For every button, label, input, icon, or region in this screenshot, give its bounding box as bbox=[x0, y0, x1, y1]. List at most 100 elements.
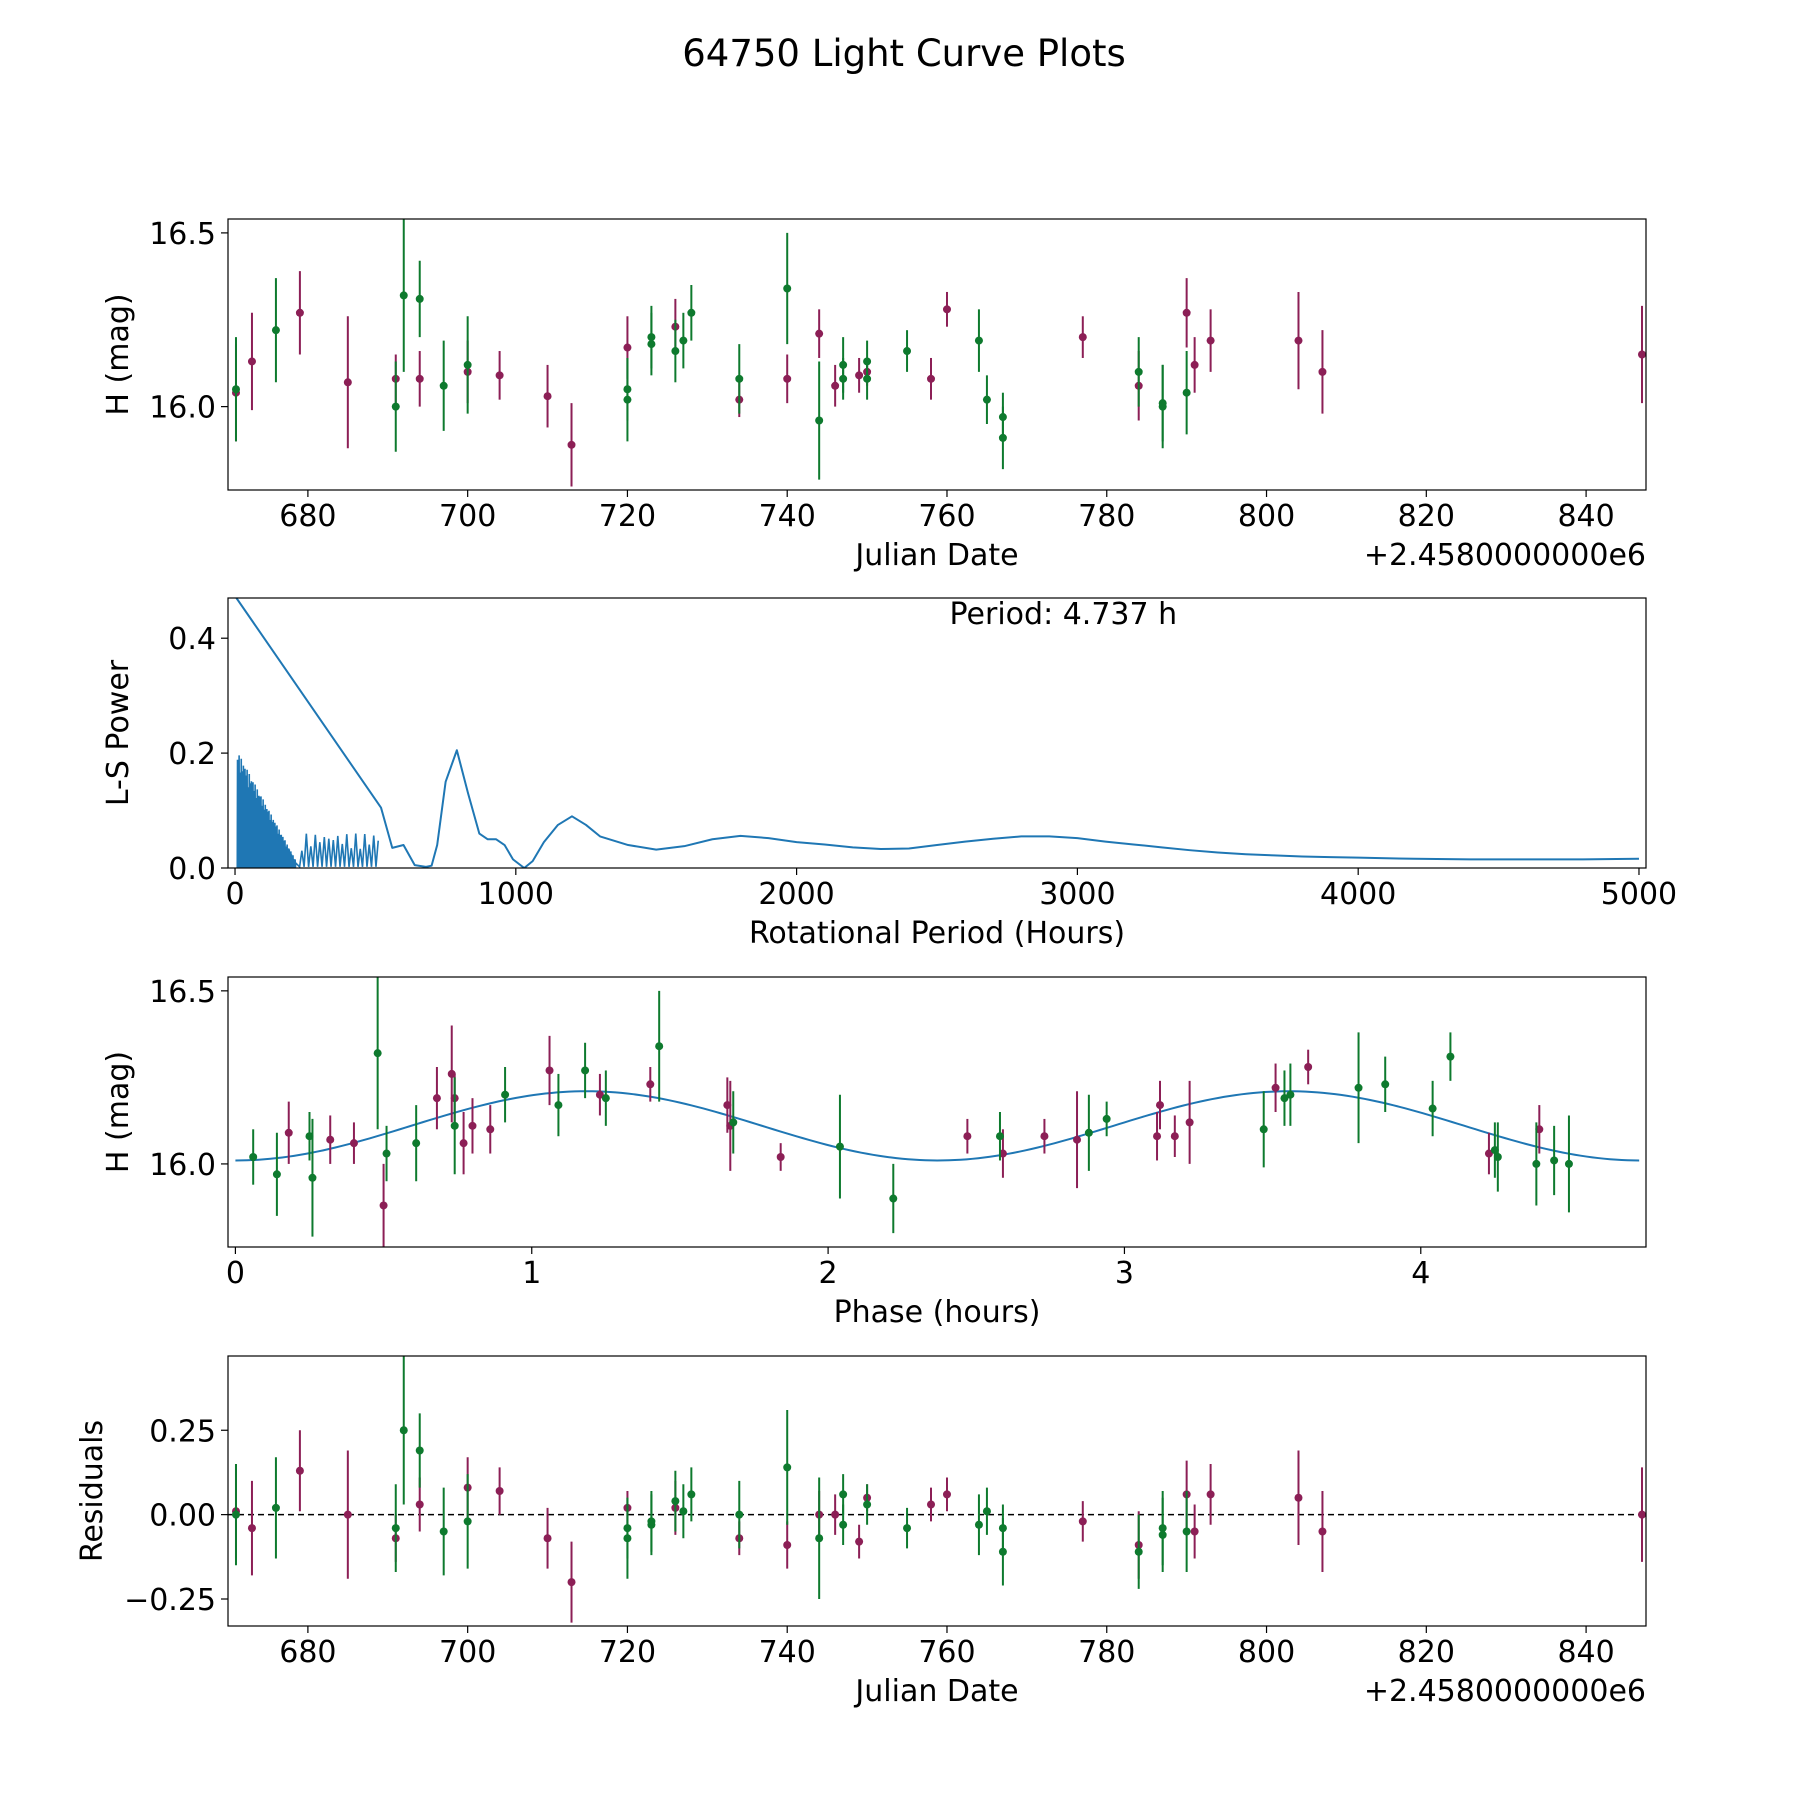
data-point-filter_a bbox=[1318, 1527, 1327, 1536]
x-tick-label: 820 bbox=[1398, 1635, 1455, 1670]
x-tick-label: 780 bbox=[1078, 499, 1135, 534]
data-point-filter_b bbox=[391, 402, 400, 411]
data-point-filter_a bbox=[623, 343, 632, 352]
data-point-filter_a bbox=[567, 1578, 576, 1587]
data-point-filter_b bbox=[463, 360, 472, 369]
y-tick-label: 16.5 bbox=[149, 975, 216, 1010]
data-point-filter_a bbox=[1484, 1149, 1493, 1158]
data-point-filter_a bbox=[927, 374, 936, 383]
data-point-filter_b bbox=[382, 1149, 391, 1158]
residuals-panel: 680 700 720 740 760 780 800 820 840 −0.25 0.00 0.25… bbox=[75, 1355, 1647, 1709]
x-tick-label: 0 bbox=[226, 1256, 245, 1291]
x-tick-label: 2 bbox=[819, 1256, 838, 1291]
data-point-filter_a bbox=[1190, 1527, 1199, 1536]
data-point-filter_a bbox=[646, 1080, 655, 1089]
data-point-filter_a bbox=[831, 381, 840, 390]
data-point-filter_b bbox=[581, 1066, 590, 1075]
x-tick-label: 5000 bbox=[1601, 877, 1677, 912]
data-point-filter_a bbox=[543, 392, 552, 401]
x-tick-label: 760 bbox=[918, 499, 975, 534]
x-axis-offset-label: +2.4580000000e6 bbox=[1364, 1674, 1646, 1709]
x-tick-label: 680 bbox=[279, 499, 336, 534]
data-point-filter_a bbox=[942, 1490, 951, 1499]
axes-frame bbox=[227, 597, 1647, 869]
data-point-filter_b bbox=[982, 1507, 991, 1516]
plot-area bbox=[231, 219, 1646, 487]
data-point-filter_a bbox=[349, 1139, 358, 1148]
x-tick-label: 800 bbox=[1238, 499, 1295, 534]
data-point-filter_b bbox=[554, 1101, 563, 1110]
data-point-filter_b bbox=[974, 336, 983, 345]
data-point-filter_a bbox=[1206, 1490, 1215, 1499]
x-tick-label: 2000 bbox=[758, 877, 834, 912]
data-point-filter_b bbox=[1280, 1094, 1289, 1103]
data-point-filter_b bbox=[1286, 1090, 1295, 1099]
data-point-filter_b bbox=[1102, 1114, 1111, 1123]
plot-area bbox=[235, 598, 1639, 868]
data-point-filter_b bbox=[671, 347, 680, 356]
data-point-filter_b bbox=[998, 1547, 1007, 1556]
data-point-filter_a bbox=[1185, 1118, 1194, 1127]
y-tick-label: 0.0 bbox=[168, 852, 216, 887]
data-point-filter_a bbox=[543, 1534, 552, 1543]
x-axis-label: Phase (hours) bbox=[834, 1295, 1041, 1330]
data-point-filter_a bbox=[247, 1524, 256, 1533]
data-point-filter_a bbox=[1318, 367, 1327, 376]
data-point-filter_b bbox=[1493, 1153, 1502, 1161]
data-point-filter_a bbox=[1638, 1510, 1646, 1519]
data-point-filter_a bbox=[495, 371, 504, 380]
axes-frame bbox=[227, 1355, 1647, 1627]
data-point-filter_a bbox=[343, 1510, 352, 1519]
y-axis-label: H (mag) bbox=[101, 1051, 136, 1173]
data-point-filter_a bbox=[545, 1066, 554, 1075]
lightcurve-panel: 680 700 720 740 760 780 800 820 840 16.0 16.5 Julia… bbox=[101, 217, 1647, 573]
x-tick-label: 720 bbox=[599, 499, 656, 534]
data-point-filter_b bbox=[655, 1042, 664, 1051]
data-point-filter_b bbox=[1532, 1159, 1541, 1168]
data-point-filter_a bbox=[1078, 1517, 1087, 1526]
data-point-filter_b bbox=[415, 294, 424, 303]
data-point-filter_b bbox=[463, 1517, 472, 1526]
x-tick-label: 4000 bbox=[1320, 877, 1396, 912]
data-point-filter_a bbox=[1153, 1132, 1162, 1141]
y-tick-label: 0.25 bbox=[149, 1414, 216, 1449]
x-tick-label: 760 bbox=[918, 1635, 975, 1670]
periodogram-panel: 0 1000 2000 3000 4000 5000 0.0 0.2 0.4 Rotational… bbox=[101, 597, 1677, 951]
x-tick-label: 840 bbox=[1557, 1635, 1614, 1670]
data-point-filter_a bbox=[432, 1094, 441, 1103]
x-tick-label: 700 bbox=[439, 1635, 496, 1670]
axes-frame bbox=[227, 976, 1647, 1248]
data-point-filter_a bbox=[1073, 1135, 1082, 1144]
data-point-filter_b bbox=[671, 1497, 680, 1506]
data-point-filter_b bbox=[863, 357, 872, 366]
data-point-filter_b bbox=[974, 1520, 983, 1529]
figure-title: 64750 Light Curve Plots bbox=[682, 32, 1126, 75]
data-point-filter_b bbox=[1428, 1104, 1437, 1113]
data-point-filter_a bbox=[831, 1510, 840, 1519]
data-point-filter_b bbox=[783, 284, 792, 293]
data-point-filter_b bbox=[679, 1507, 688, 1516]
data-point-filter_a bbox=[595, 1090, 604, 1099]
data-point-filter_b bbox=[1550, 1156, 1559, 1165]
axes-frame bbox=[227, 218, 1647, 491]
data-point-filter_b bbox=[439, 1527, 448, 1536]
data-point-filter_a bbox=[295, 1466, 304, 1475]
data-point-filter_a bbox=[295, 308, 304, 317]
data-point-filter_a bbox=[855, 1537, 864, 1546]
data-point-filter_a bbox=[1190, 360, 1199, 369]
data-point-filter_a bbox=[247, 357, 256, 366]
x-tick-label: 840 bbox=[1557, 499, 1614, 534]
y-tick-label: −0.25 bbox=[124, 1583, 216, 1618]
sinusoid-fit-curve bbox=[235, 1090, 1640, 1162]
data-point-filter_b bbox=[415, 1446, 424, 1455]
data-point-filter_b bbox=[399, 1426, 408, 1435]
periodogram-power-line bbox=[235, 598, 1639, 868]
x-tick-label: 800 bbox=[1238, 1635, 1295, 1670]
data-point-filter_b bbox=[439, 381, 448, 390]
data-point-filter_a bbox=[783, 1541, 792, 1549]
data-point-filter_b bbox=[1182, 1527, 1191, 1536]
data-point-filter_b bbox=[1381, 1080, 1390, 1089]
x-tick-label: 1 bbox=[522, 1256, 541, 1291]
x-axis-offset-label: +2.4580000000e6 bbox=[1364, 538, 1646, 573]
